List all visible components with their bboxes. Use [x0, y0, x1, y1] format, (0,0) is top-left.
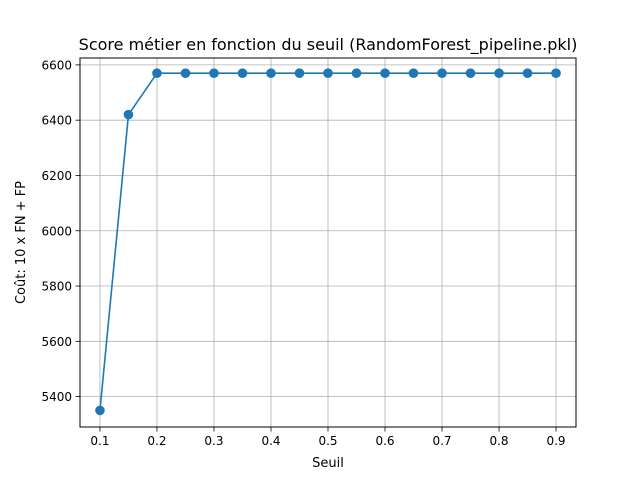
- data-point: [266, 68, 276, 79]
- x-axis-ticks: 0.1 0.2 0.3 0.4 0.5 0.6 0.7 0.8 0.9: [90, 427, 566, 448]
- data-point: [408, 68, 419, 79]
- data-point: [551, 68, 561, 79]
- data-point: [351, 68, 362, 79]
- y-tick-label: 6000: [41, 224, 72, 238]
- x-tick-label: 0.7: [432, 434, 451, 448]
- y-tick-label: 6200: [41, 169, 72, 183]
- chart-title: Score métier en fonction du seuil (Rando…: [79, 35, 578, 55]
- data-point: [294, 68, 305, 79]
- data-point: [209, 68, 219, 79]
- x-tick-label: 0.3: [204, 434, 223, 448]
- data-point: [437, 68, 447, 79]
- data-point: [237, 68, 248, 79]
- y-axis-label: Coût: 10 x FN + FP: [14, 181, 29, 304]
- data-point: [522, 68, 533, 79]
- y-tick-label: 5600: [41, 335, 72, 349]
- x-tick-label: 0.4: [261, 434, 280, 448]
- data-point: [323, 68, 333, 79]
- data-point: [95, 405, 105, 416]
- data-point: [380, 68, 390, 79]
- y-tick-label: 5400: [41, 390, 72, 404]
- grid: [80, 58, 576, 427]
- data-point: [494, 68, 504, 79]
- series-layer: [95, 68, 561, 416]
- x-tick-label: 0.6: [375, 434, 394, 448]
- data-point: [123, 109, 134, 120]
- x-tick-label: 0.9: [546, 434, 565, 448]
- y-tick-label: 6600: [41, 58, 72, 72]
- x-tick-label: 0.1: [90, 434, 109, 448]
- x-axis-label: Seuil: [312, 456, 344, 471]
- y-tick-label: 5800: [41, 280, 72, 294]
- data-point: [180, 68, 191, 79]
- data-point: [152, 68, 162, 79]
- x-tick-label: 0.8: [489, 434, 508, 448]
- y-tick-label: 6400: [41, 114, 72, 128]
- x-tick-label: 0.2: [147, 434, 166, 448]
- data-point: [465, 68, 476, 79]
- x-tick-label: 0.5: [318, 434, 337, 448]
- y-axis-ticks: 5400 5600 5800 6000 6200 6400 6600: [41, 58, 80, 404]
